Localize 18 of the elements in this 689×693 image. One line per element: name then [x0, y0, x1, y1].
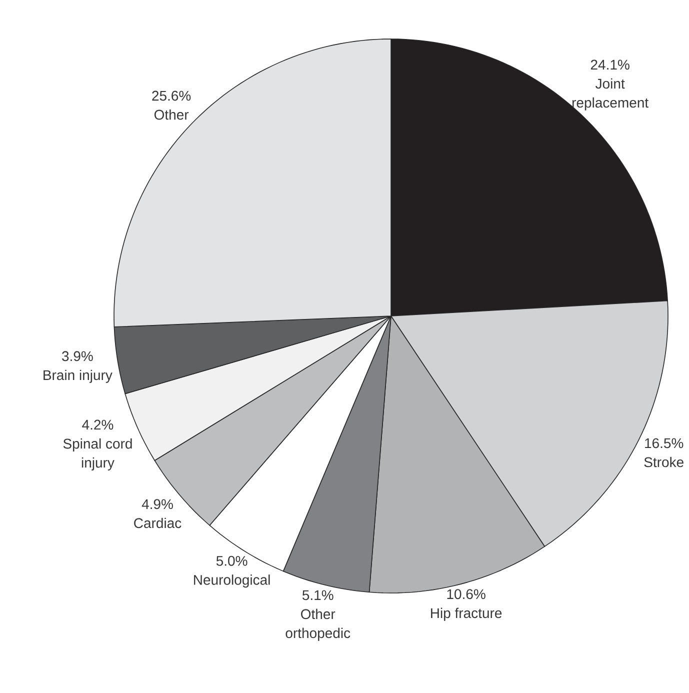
slice-label: Cardiac	[134, 518, 182, 528]
data-label: 16.5%	[645, 438, 684, 448]
slice-label: Other	[154, 109, 189, 120]
slice-label: Spinal cord injury	[63, 438, 132, 470]
slice-label: Hip fracture	[431, 608, 502, 621]
slice-label: Other orthopedic	[286, 608, 350, 641]
data-label: 5.1%	[302, 590, 334, 600]
data-label: 24.1%	[590, 60, 630, 70]
data-label: 4.9%	[142, 499, 173, 510]
data-label: 3.9%	[62, 351, 93, 362]
data-label: 4.2%	[82, 420, 114, 430]
slice-label: Joint replacement	[572, 78, 648, 110]
slice-label: Neurological	[194, 574, 270, 588]
slice-label: Brain injury	[44, 370, 112, 383]
slice-label: Stroke	[644, 456, 684, 468]
data-label: 10.6%	[447, 589, 486, 600]
data-label: 25.6%	[152, 90, 191, 101]
data-label: 5.0%	[216, 556, 248, 566]
